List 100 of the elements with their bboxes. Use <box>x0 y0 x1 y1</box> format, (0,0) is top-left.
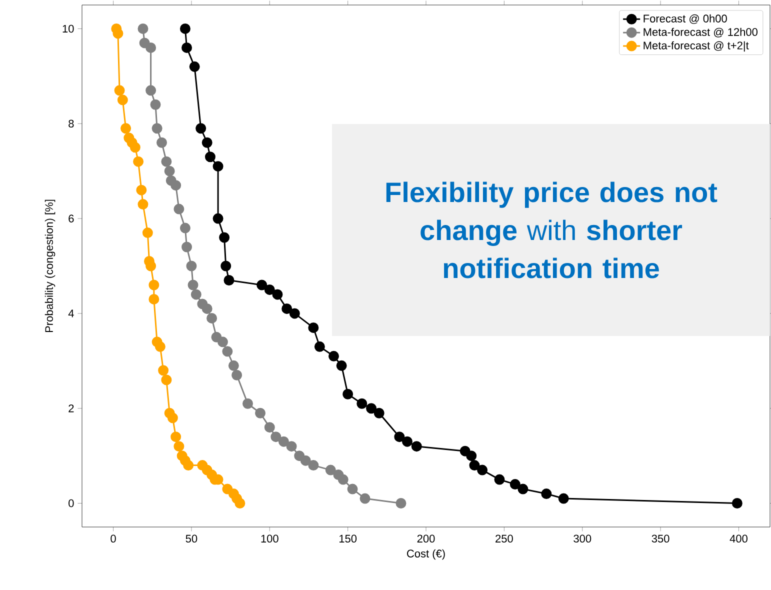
point <box>161 374 172 386</box>
point <box>186 260 197 272</box>
point <box>146 42 156 53</box>
point <box>255 408 266 418</box>
point <box>366 403 377 414</box>
point <box>158 365 169 376</box>
point <box>234 498 246 509</box>
point <box>161 156 172 167</box>
point <box>170 432 182 442</box>
point <box>152 123 162 134</box>
point <box>396 498 406 509</box>
point <box>411 441 422 452</box>
legend-label: Forecast @ 0h00 <box>644 14 727 24</box>
point <box>146 85 156 96</box>
point <box>328 350 339 362</box>
point <box>308 322 319 333</box>
point <box>202 137 212 148</box>
point <box>338 474 348 485</box>
x-tick-label: 150 <box>339 534 357 543</box>
point <box>138 199 148 210</box>
point <box>222 346 233 357</box>
point <box>206 312 218 324</box>
point <box>541 488 552 500</box>
point <box>289 308 300 319</box>
x-axis-title: Cost (€) <box>407 549 445 560</box>
point <box>394 432 405 442</box>
point <box>142 228 153 238</box>
point <box>510 479 520 490</box>
point <box>120 123 132 134</box>
point <box>220 260 232 272</box>
point <box>204 152 216 162</box>
point <box>518 484 528 494</box>
point <box>356 398 368 409</box>
point <box>325 464 336 476</box>
point <box>360 493 370 504</box>
point <box>217 336 228 348</box>
point <box>174 204 184 214</box>
point <box>148 280 160 290</box>
point <box>374 408 384 418</box>
point <box>336 360 347 371</box>
point <box>167 412 178 424</box>
point <box>182 242 192 252</box>
point <box>270 432 282 442</box>
point <box>212 161 224 172</box>
point <box>264 422 275 433</box>
x-tick-label: 100 <box>261 534 278 543</box>
point <box>232 370 242 380</box>
y-tick-label: 8 <box>68 120 74 128</box>
point <box>150 99 161 110</box>
point <box>183 460 194 471</box>
y-tick-label: 2 <box>68 404 74 412</box>
point <box>156 137 167 148</box>
point <box>558 493 569 504</box>
x-tick-label: 300 <box>574 534 592 543</box>
point <box>202 303 212 314</box>
x-tick-label: 200 <box>417 534 435 543</box>
point <box>114 85 125 96</box>
point <box>342 388 354 400</box>
x-tick-label: 350 <box>652 534 670 543</box>
point <box>477 464 488 476</box>
y-tick-label: 0 <box>68 499 74 508</box>
point <box>188 280 198 290</box>
point <box>180 23 190 34</box>
y-tick-label: 6 <box>68 214 74 222</box>
point <box>264 284 275 295</box>
point <box>146 260 156 272</box>
point <box>212 213 224 224</box>
y-tick-label: 10 <box>62 24 74 33</box>
point <box>133 156 144 167</box>
point <box>732 498 742 509</box>
point <box>136 184 147 196</box>
point <box>189 61 200 72</box>
y-tick-label: 4 <box>68 310 74 318</box>
point <box>164 166 175 176</box>
point <box>228 360 239 371</box>
point <box>154 341 166 352</box>
point <box>138 23 148 34</box>
point <box>272 289 283 300</box>
x-tick-label: 400 <box>730 534 748 543</box>
point <box>402 436 412 447</box>
point <box>112 28 124 39</box>
point <box>148 294 160 304</box>
point <box>219 232 230 243</box>
point <box>308 460 319 471</box>
point <box>196 123 206 134</box>
legend-label: Meta-forecast @ 12h00 <box>644 28 758 38</box>
point <box>190 289 202 300</box>
point <box>466 450 477 462</box>
point <box>170 180 182 191</box>
point <box>469 460 480 471</box>
point <box>174 441 184 452</box>
legend-label: Meta-forecast @ t+2|t <box>644 41 749 52</box>
annotation: Flexibility price does not change with shorter notification time <box>386 182 718 278</box>
point <box>224 274 234 286</box>
y-axis-title: Probability (congestion) [%] <box>44 200 56 332</box>
point <box>130 142 140 153</box>
point <box>117 94 128 106</box>
point <box>256 280 268 290</box>
point <box>278 436 289 447</box>
point <box>286 441 297 452</box>
